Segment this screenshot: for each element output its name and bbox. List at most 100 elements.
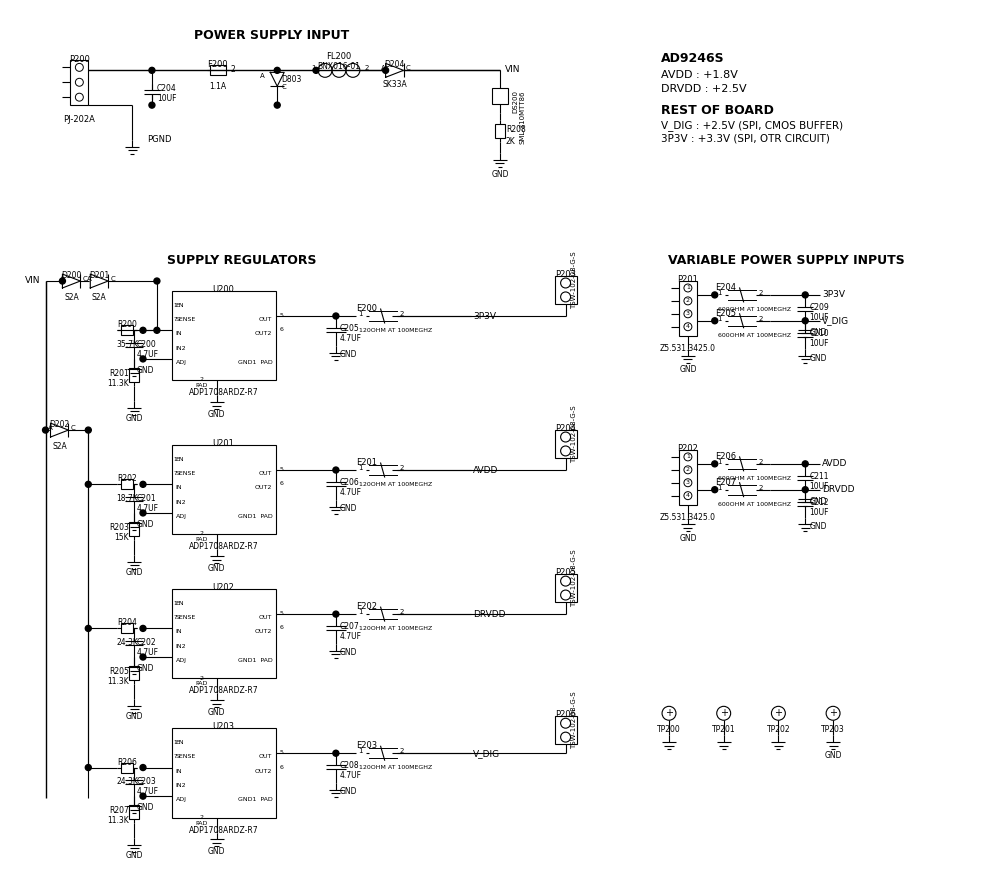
Text: OUT: OUT — [259, 615, 273, 620]
Text: C: C — [82, 276, 87, 282]
Text: IN2: IN2 — [176, 644, 187, 649]
Text: 600OHM AT 100MEGHZ: 600OHM AT 100MEGHZ — [718, 476, 791, 480]
Text: C209: C209 — [809, 303, 829, 312]
Text: R200: R200 — [118, 321, 137, 329]
Text: PAD: PAD — [196, 682, 207, 686]
Text: OUT: OUT — [259, 317, 273, 322]
Text: R205: R205 — [110, 667, 129, 676]
Text: U203: U203 — [212, 722, 234, 731]
Text: C: C — [405, 65, 410, 72]
Text: GND: GND — [207, 708, 225, 717]
Circle shape — [140, 625, 146, 631]
Text: P206: P206 — [555, 710, 576, 720]
Text: S2A: S2A — [92, 293, 107, 302]
Text: +: + — [829, 708, 837, 718]
Circle shape — [85, 427, 91, 433]
Text: DS200: DS200 — [512, 90, 518, 113]
Text: ADP1708ARDZ-R7: ADP1708ARDZ-R7 — [189, 542, 258, 551]
Text: VARIABLE POWER SUPPLY INPUTS: VARIABLE POWER SUPPLY INPUTS — [668, 254, 905, 268]
Text: P202: P202 — [678, 444, 699, 453]
Text: C203: C203 — [137, 777, 157, 787]
Bar — [122, 763, 133, 773]
Circle shape — [275, 67, 281, 73]
Text: 7: 7 — [174, 317, 177, 322]
Text: 2: 2 — [686, 467, 690, 472]
Circle shape — [802, 461, 808, 467]
Circle shape — [149, 102, 155, 108]
Text: 3P3V : +3.3V (SPI, OTR CIRCUIT): 3P3V : +3.3V (SPI, OTR CIRCUIT) — [661, 134, 830, 144]
Text: GND: GND — [137, 366, 154, 375]
Bar — [679, 281, 697, 336]
Circle shape — [85, 625, 91, 631]
Text: C: C — [70, 425, 75, 431]
Circle shape — [802, 487, 808, 493]
Text: EN: EN — [176, 740, 185, 745]
Text: 600OHM AT 100MEGHZ: 600OHM AT 100MEGHZ — [718, 307, 791, 312]
Text: 120OHM AT 100MEGHZ: 120OHM AT 100MEGHZ — [359, 626, 432, 631]
Text: Z5.531.3425.0: Z5.531.3425.0 — [660, 512, 716, 522]
Text: U201: U201 — [212, 439, 234, 448]
Text: 6: 6 — [280, 765, 284, 770]
Text: 6: 6 — [280, 625, 284, 630]
Text: TP203: TP203 — [821, 725, 845, 734]
Circle shape — [313, 67, 319, 73]
Text: 18.7K: 18.7K — [117, 494, 138, 503]
Text: 24.3K: 24.3K — [117, 777, 138, 787]
Text: F200: F200 — [207, 60, 228, 70]
Text: +: + — [665, 708, 673, 718]
Circle shape — [140, 356, 146, 362]
Text: 2: 2 — [759, 485, 763, 491]
Bar — [122, 325, 133, 336]
Text: P200: P200 — [69, 56, 90, 64]
Circle shape — [382, 67, 388, 73]
Text: C211: C211 — [809, 472, 829, 481]
Text: POWER SUPPLY INPUT: POWER SUPPLY INPUT — [194, 28, 349, 42]
Text: GND: GND — [679, 366, 697, 374]
Text: R201: R201 — [110, 369, 129, 378]
Text: C210: C210 — [809, 328, 829, 337]
Text: SENSE: SENSE — [176, 615, 196, 620]
Text: 1: 1 — [311, 65, 315, 72]
Text: ADJ: ADJ — [176, 360, 187, 365]
Bar — [172, 589, 277, 678]
Text: Z5.531.3425.0: Z5.531.3425.0 — [660, 343, 716, 352]
Circle shape — [275, 102, 281, 108]
Text: C207: C207 — [340, 622, 360, 631]
Text: 1: 1 — [716, 485, 721, 491]
Text: GND: GND — [340, 504, 358, 513]
Circle shape — [333, 467, 339, 473]
Polygon shape — [90, 274, 108, 288]
Text: AD9246S: AD9246S — [661, 52, 724, 65]
Text: R207: R207 — [110, 806, 129, 815]
Circle shape — [802, 318, 808, 324]
Text: TP201: TP201 — [712, 725, 735, 734]
Polygon shape — [50, 423, 68, 437]
Text: 1: 1 — [174, 457, 177, 462]
Text: DRVDD: DRVDD — [473, 610, 506, 619]
Text: TP200: TP200 — [657, 725, 681, 734]
Bar — [495, 124, 505, 138]
Text: DRVDD: DRVDD — [822, 485, 855, 494]
Text: PJ-202A: PJ-202A — [63, 115, 95, 125]
Text: OUT2: OUT2 — [255, 331, 273, 336]
Text: TP202: TP202 — [767, 725, 790, 734]
Text: ADJ: ADJ — [176, 514, 187, 519]
Text: 3: 3 — [686, 312, 690, 316]
Bar — [122, 623, 133, 633]
Text: GND: GND — [137, 664, 154, 673]
Text: GND: GND — [809, 496, 827, 506]
Text: EN: EN — [176, 457, 185, 462]
Text: P205: P205 — [555, 568, 576, 577]
Text: ADJ: ADJ — [176, 797, 187, 802]
Text: OUT: OUT — [259, 754, 273, 759]
Text: SK33A: SK33A — [382, 80, 407, 89]
Bar — [554, 430, 577, 458]
Text: C208: C208 — [340, 761, 360, 770]
Text: 5: 5 — [280, 611, 284, 616]
Text: 1.1A: 1.1A — [209, 82, 226, 91]
Text: C: C — [282, 84, 286, 90]
Text: IN2: IN2 — [176, 345, 187, 351]
Text: ADP1708ARDZ-R7: ADP1708ARDZ-R7 — [189, 389, 258, 397]
Text: 4.7UF: 4.7UF — [137, 504, 159, 513]
Circle shape — [333, 611, 339, 617]
